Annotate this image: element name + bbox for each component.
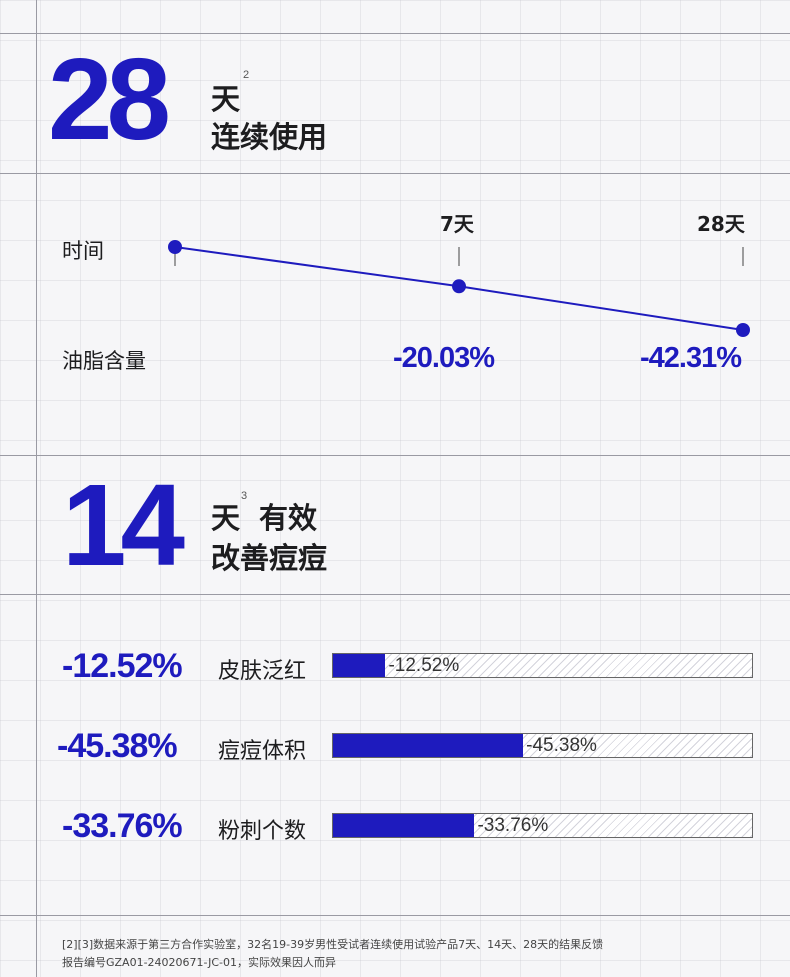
bar-inline-label: -45.38% bbox=[526, 735, 597, 756]
bar-track: -45.38% bbox=[332, 733, 753, 758]
bar-inline-label: -33.76% bbox=[477, 815, 549, 836]
footnote-report-id: 报告编号GZA01-24020671-JC-01，实际效果因人而异 bbox=[62, 956, 337, 969]
divider-line bbox=[0, 594, 790, 595]
bar-value-label-acne-volume: -45.38% bbox=[57, 727, 178, 765]
data-label-7-days: -20.03% bbox=[393, 342, 495, 374]
acne-caption: 改善痘痘 bbox=[211, 541, 328, 575]
bar-value-label-redness: -12.52% bbox=[62, 647, 183, 685]
data-label-28-days: -42.31% bbox=[640, 342, 742, 374]
bar-fill bbox=[333, 654, 386, 677]
footnote-marker: 3 bbox=[241, 490, 248, 502]
divider-line bbox=[0, 173, 790, 174]
footnote-marker: 2 bbox=[243, 69, 250, 81]
usage-caption: 连续使用 bbox=[211, 120, 328, 154]
tick-label-7-days: 7天 bbox=[440, 212, 474, 236]
bar-inline-label: -12.52% bbox=[388, 655, 460, 676]
data-point bbox=[452, 279, 466, 294]
left-border-line bbox=[36, 0, 37, 977]
bar-track: -33.76% bbox=[332, 813, 753, 838]
tick-label-28-days: 28天 bbox=[697, 212, 745, 236]
footnote-source: [2][3]数据来源于第三方合作实验室，32名19-39岁男性受试者连续使用试验… bbox=[62, 938, 604, 951]
divider-line bbox=[0, 455, 790, 456]
effective-label: 有效 bbox=[259, 501, 318, 535]
oil-content-line-chart bbox=[168, 240, 750, 337]
day-unit: 天 bbox=[211, 501, 241, 535]
data-point bbox=[168, 240, 182, 254]
bar-category-redness: 皮肤泛红 bbox=[218, 659, 307, 684]
bar-fill bbox=[333, 734, 524, 757]
bar-value-label-comedone-count: -33.76% bbox=[62, 807, 183, 845]
time-row-label: 时间 bbox=[62, 239, 104, 263]
oil-row-label: 油脂含量 bbox=[62, 349, 146, 373]
bar-category-acne-volume: 痘痘体积 bbox=[218, 739, 307, 764]
divider-line bbox=[0, 33, 790, 34]
bar-fill bbox=[333, 814, 475, 837]
day-count-14: 14 bbox=[62, 460, 185, 590]
day-unit: 天 bbox=[211, 82, 241, 116]
data-point bbox=[736, 323, 750, 337]
bar-track: -12.52% bbox=[332, 653, 753, 678]
day-count-28: 28 bbox=[48, 34, 171, 164]
divider-line bbox=[0, 915, 790, 916]
bar-category-comedone-count: 粉刺个数 bbox=[218, 819, 307, 844]
